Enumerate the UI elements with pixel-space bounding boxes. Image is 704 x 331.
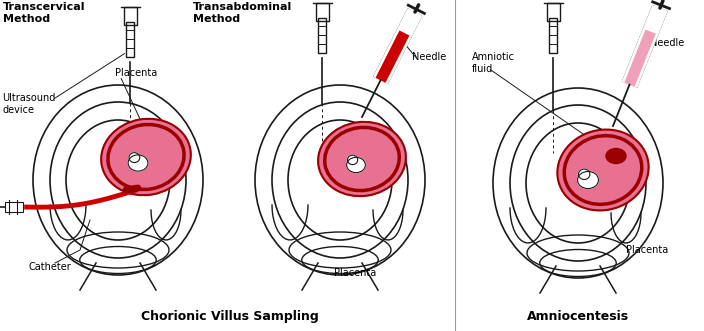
Ellipse shape xyxy=(346,157,365,173)
Bar xyxy=(315,3,329,21)
Ellipse shape xyxy=(128,155,148,171)
Text: Chorionic Villus Sampling: Chorionic Villus Sampling xyxy=(141,310,319,323)
Text: Needle: Needle xyxy=(650,38,684,48)
Text: Amniotic
fluid: Amniotic fluid xyxy=(472,52,515,73)
Bar xyxy=(5,202,23,212)
Bar xyxy=(126,22,134,57)
Ellipse shape xyxy=(318,122,406,196)
Ellipse shape xyxy=(101,119,191,195)
Text: Placenta: Placenta xyxy=(115,68,157,78)
Text: Placenta: Placenta xyxy=(626,245,668,255)
Text: Amniocentesis: Amniocentesis xyxy=(527,310,629,323)
Bar xyxy=(318,18,326,53)
Bar xyxy=(549,18,557,53)
Text: Needle: Needle xyxy=(412,52,446,62)
Bar xyxy=(318,18,326,53)
Bar xyxy=(546,3,560,21)
Bar xyxy=(315,3,329,21)
Ellipse shape xyxy=(606,149,626,164)
Text: Catheter: Catheter xyxy=(28,262,70,272)
Ellipse shape xyxy=(129,153,140,163)
Ellipse shape xyxy=(579,169,590,179)
Bar xyxy=(546,3,560,21)
Text: Placenta: Placenta xyxy=(334,268,376,278)
Bar xyxy=(123,7,137,25)
Bar xyxy=(123,7,137,25)
Ellipse shape xyxy=(577,171,598,189)
Text: Transabdominal
Method: Transabdominal Method xyxy=(193,2,292,24)
Text: Ultrasound
device: Ultrasound device xyxy=(2,93,56,115)
Ellipse shape xyxy=(558,129,648,211)
Bar xyxy=(549,18,557,53)
Bar xyxy=(5,202,23,212)
Ellipse shape xyxy=(348,155,358,165)
Bar xyxy=(126,22,134,57)
Text: Transcervical
Method: Transcervical Method xyxy=(3,2,85,24)
